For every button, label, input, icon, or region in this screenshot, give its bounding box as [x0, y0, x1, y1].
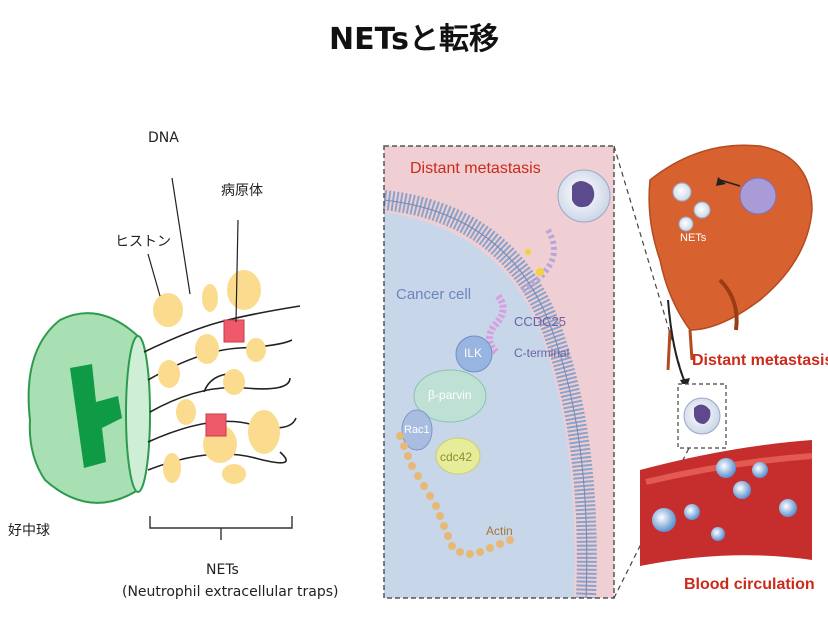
cancer-cell-label: Cancer cell	[396, 286, 472, 303]
actin-label: Actin	[486, 524, 513, 538]
page-title: NETsと転移	[329, 22, 499, 57]
beta-parvin-protein	[413, 369, 487, 423]
inset-border	[383, 145, 615, 599]
rac1-label: Rac1	[404, 424, 430, 436]
metastasis-figure	[378, 134, 818, 610]
nets-schematic	[27, 177, 301, 540]
blood-cells	[652, 458, 797, 541]
pathogen-label: 病原体	[221, 183, 263, 199]
c-terminal-label: C-terminal	[514, 346, 570, 360]
nets-bracket	[149, 516, 293, 540]
pathogen	[223, 319, 245, 343]
blood-circulation-label: Blood circulation	[684, 576, 815, 593]
histones	[153, 270, 280, 484]
dna-label: DNA	[148, 130, 179, 146]
ilk-label: ILK	[464, 346, 483, 360]
histone-label: ヒストン	[115, 234, 171, 250]
liver-nets-label: NETs	[680, 232, 707, 244]
cdc42-protein	[435, 437, 481, 475]
nets-full-label: (Neutrophil extracellular traps)	[122, 584, 339, 600]
beta-parvin-label: β-parvin	[428, 388, 472, 402]
ilk-protein	[455, 335, 493, 373]
neutrophil-opening	[125, 335, 151, 493]
cdc42-label: cdc42	[440, 450, 473, 464]
neutrophil-nucleus	[70, 364, 122, 468]
pathogen	[205, 413, 227, 437]
ccdc25-label: CCDC25	[514, 314, 567, 329]
distant-metastasis-label: Distant metastasis	[692, 352, 828, 369]
label-pointers	[147, 177, 239, 323]
rac1-protein	[401, 409, 433, 451]
actin-filament	[396, 432, 514, 558]
inset-title: Distant metastasis	[410, 160, 541, 177]
neutrophil-label: 好中球	[8, 523, 50, 539]
nets-label: NETs	[206, 562, 239, 578]
